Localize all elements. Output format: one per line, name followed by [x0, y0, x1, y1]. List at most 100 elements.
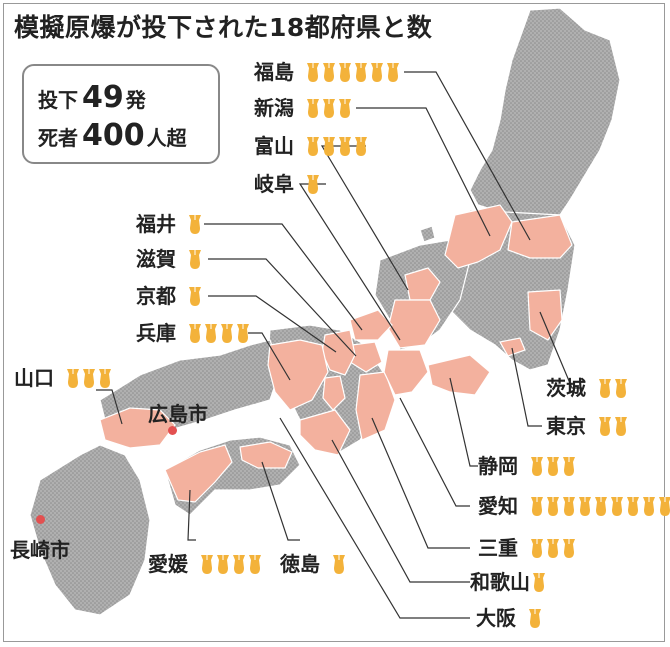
city-dot-hiroshima — [168, 426, 177, 435]
label-fukui: 福井 — [136, 212, 176, 236]
label-gifu: 岐阜 — [254, 172, 294, 196]
bomb-icon — [563, 538, 575, 558]
leader-shizuoka — [449, 377, 478, 467]
bomb-icon — [323, 62, 335, 82]
bomb-icon — [67, 368, 79, 388]
bomb-icon — [333, 554, 345, 574]
label-shizuoka: 静岡 — [478, 454, 518, 478]
bombs-shiga — [188, 247, 202, 271]
leader-toyama — [320, 145, 409, 291]
bomb-icon — [339, 136, 351, 156]
region-ehime — [164, 444, 233, 503]
summary-drops-row: 投下 49 発 — [38, 80, 146, 115]
bomb-icon — [599, 416, 611, 436]
bomb-icon — [201, 554, 213, 574]
land-kyushu — [29, 444, 151, 616]
leader-ehime — [187, 489, 196, 541]
bomb-icon — [533, 572, 545, 592]
leader-yamaguchi — [96, 389, 123, 425]
bomb-icon — [339, 62, 351, 82]
bombs-wakayama — [532, 570, 546, 594]
label-hiroshima: 広島市 — [148, 402, 208, 426]
figure-frame — [3, 3, 665, 642]
bomb-icon — [547, 538, 559, 558]
bomb-icon — [307, 98, 319, 118]
region-niigata — [444, 204, 513, 269]
bombs-kyoto — [188, 284, 202, 308]
region-osaka — [322, 375, 346, 411]
bomb-icon — [189, 323, 201, 343]
leader-kyoto — [208, 295, 337, 353]
bomb-icon — [599, 378, 611, 398]
land-sado — [419, 225, 436, 243]
bombs-ibaraki — [598, 376, 628, 400]
bomb-icon — [355, 136, 367, 156]
leader-tokyo — [511, 347, 542, 427]
bombs-ehime — [200, 552, 262, 576]
bombs-mie — [530, 536, 576, 560]
label-aichi: 愛知 — [478, 494, 518, 518]
bomb-icon — [189, 214, 201, 234]
bomb-icon — [611, 496, 623, 516]
leader-tokushima — [261, 461, 300, 541]
bomb-icon — [99, 368, 111, 388]
label-niigata: 新潟 — [254, 96, 294, 120]
label-fukushima: 福島 — [254, 60, 294, 84]
bombs-tokyo — [598, 414, 628, 438]
region-yamaguchi — [99, 407, 176, 449]
bomb-icon — [531, 496, 543, 516]
bomb-icon — [233, 554, 245, 574]
leader-osaka — [279, 417, 470, 619]
region-hyogo — [267, 339, 329, 411]
bombs-gifu — [306, 172, 320, 196]
bomb-icon — [205, 323, 217, 343]
summary-drop-unit: 発 — [125, 88, 146, 112]
bomb-icon — [339, 98, 351, 118]
leader-fukushima — [404, 71, 531, 241]
bombs-osaka — [528, 606, 542, 630]
label-toyama: 富山 — [254, 134, 294, 158]
leader-mie — [371, 417, 470, 549]
label-ehime: 愛媛 — [148, 552, 188, 576]
bomb-icon — [221, 323, 233, 343]
bomb-icon — [355, 62, 367, 82]
leader-lines — [96, 71, 582, 619]
bomb-icon — [615, 378, 627, 398]
bomb-icon — [307, 174, 319, 194]
label-nagasaki: 長崎市 — [10, 538, 70, 562]
city-dot-nagasaki — [36, 515, 45, 524]
bomb-icon — [323, 136, 335, 156]
bomb-icon — [249, 554, 261, 574]
leader-wakayama — [331, 439, 470, 583]
bombs-toyama — [306, 134, 368, 158]
summary-drop-label: 投下 — [38, 88, 78, 112]
bomb-icon — [371, 62, 383, 82]
bomb-icon — [547, 456, 559, 476]
bomb-icon — [615, 416, 627, 436]
bomb-icon — [529, 608, 541, 628]
summary-death-unit: 人超 — [146, 126, 187, 150]
region-shizuoka — [427, 354, 491, 396]
bombs-hyogo — [188, 321, 250, 345]
label-hyogo: 兵庫 — [136, 321, 176, 345]
region-toyama — [404, 267, 441, 301]
bomb-icon — [307, 136, 319, 156]
region-aichi — [383, 349, 429, 396]
leader-ibaraki — [539, 311, 582, 389]
bombs-niigata — [306, 96, 352, 120]
bomb-icon — [643, 496, 655, 516]
bomb-icon — [323, 98, 335, 118]
highlighted-regions — [99, 204, 573, 503]
leader-niigata — [356, 107, 491, 237]
leader-fukui — [204, 223, 363, 331]
bomb-icon — [579, 496, 591, 516]
region-wakayama — [299, 409, 351, 456]
bomb-icon — [563, 496, 575, 516]
bombs-shizuoka — [530, 454, 576, 478]
bomb-icon — [307, 62, 319, 82]
bomb-icon — [189, 286, 201, 306]
region-tokyo — [499, 337, 526, 357]
leader-shiga — [208, 258, 357, 357]
